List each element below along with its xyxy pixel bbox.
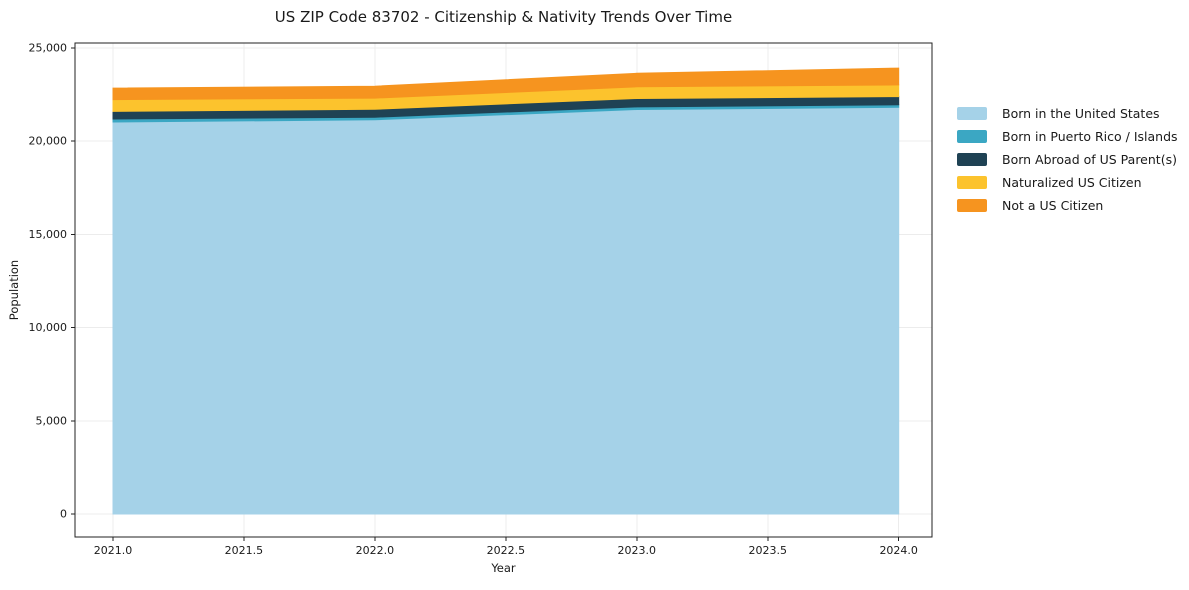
x-tick-label: 2021.0 — [94, 544, 133, 557]
legend-swatch-icon — [957, 107, 987, 120]
legend-swatch-icon — [957, 153, 987, 166]
y-tick-label: 25,000 — [29, 42, 68, 55]
legend-item-4: Not a US Citizen — [957, 194, 1187, 217]
y-tick-label: 20,000 — [29, 135, 68, 148]
y-tick-label: 15,000 — [29, 228, 68, 241]
legend-label: Born in Puerto Rico / Islands — [1002, 129, 1178, 144]
legend-label: Not a US Citizen — [1002, 198, 1104, 213]
area-series-0 — [112, 106, 900, 515]
legend-item-0: Born in the United States — [957, 102, 1187, 125]
y-tick-label: 5,000 — [36, 414, 68, 427]
legend-label: Born Abroad of US Parent(s) — [1002, 152, 1177, 167]
area-series-4 — [112, 67, 900, 101]
legend-label: Naturalized US Citizen — [1002, 175, 1142, 190]
y-tick-label: 0 — [60, 508, 67, 521]
x-axis-label: Year — [490, 561, 516, 575]
x-tick-label: 2021.5 — [225, 544, 264, 557]
legend-swatch-icon — [957, 130, 987, 143]
x-tick-label: 2022.5 — [487, 544, 526, 557]
y-axis-label: Population — [7, 260, 21, 320]
x-tick-label: 2023.0 — [618, 544, 657, 557]
plot-border — [74, 42, 933, 538]
x-tick-label: 2023.5 — [749, 544, 788, 557]
legend-label: Born in the United States — [1002, 106, 1160, 121]
legend-item-3: Naturalized US Citizen — [957, 171, 1187, 194]
legend: Born in the United States Born in Puerto … — [957, 102, 1187, 217]
legend-swatch-icon — [957, 176, 987, 189]
x-tick-label: 2024.0 — [879, 544, 918, 557]
y-tick-label: 10,000 — [29, 321, 68, 334]
legend-swatch-icon — [957, 199, 987, 212]
legend-item-1: Born in Puerto Rico / Islands — [957, 125, 1187, 148]
legend-item-2: Born Abroad of US Parent(s) — [957, 148, 1187, 171]
chart-title: US ZIP Code 83702 - Citizenship & Nativi… — [274, 8, 733, 26]
x-tick-label: 2022.0 — [356, 544, 395, 557]
